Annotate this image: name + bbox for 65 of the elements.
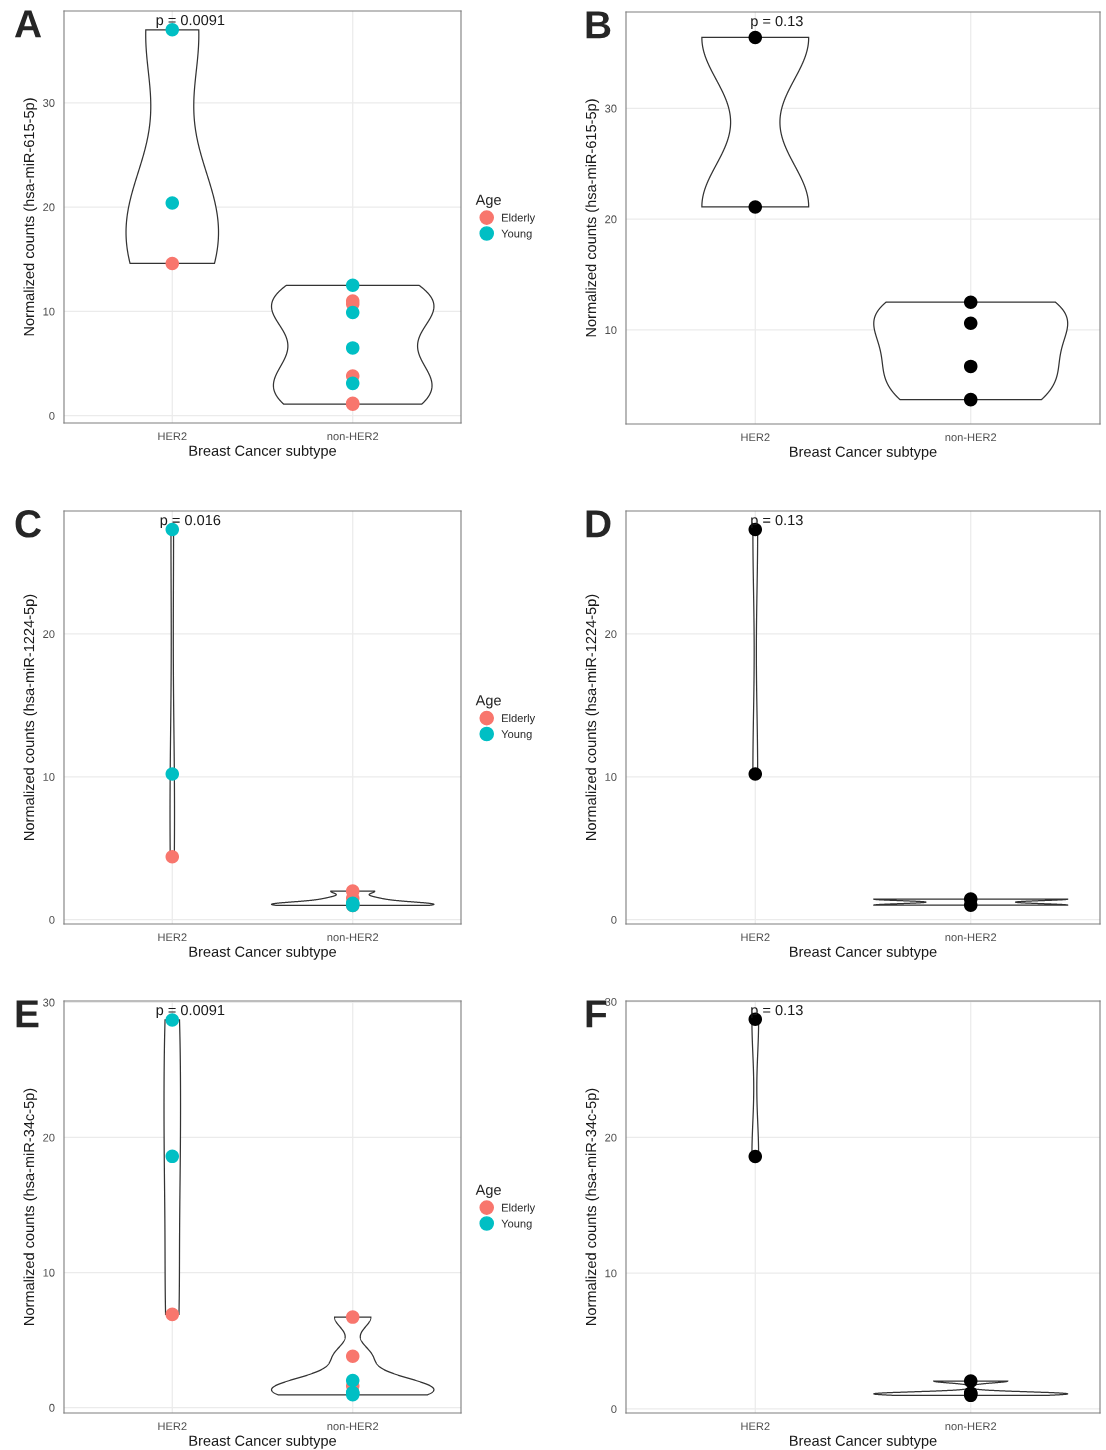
x-tick-label: non-HER2 (945, 433, 997, 442)
x-tick-label: non-HER2 (945, 1422, 997, 1431)
y-axis-title: Normalized counts (hsa-miR-615-5p) (23, 98, 38, 336)
x-tick-label: HER2 (158, 933, 187, 942)
legend-label: Elderly (502, 1203, 536, 1214)
x-tick-label: HER2 (158, 1422, 187, 1431)
chart-title: B (586, 11, 611, 39)
chart-title: E (16, 1000, 39, 1028)
legend-label: Elderly (502, 713, 536, 725)
y-tick-label: 20 (605, 1133, 617, 1142)
x-tick-label: HER2 (741, 1422, 770, 1431)
legend-title: Age (475, 1184, 501, 1198)
y-tick-label: 0 (611, 915, 617, 924)
annotation: p = 0.13 (751, 1004, 803, 1019)
y-tick-label: 0 (611, 1405, 617, 1414)
x-tick-label: HER2 (158, 432, 187, 441)
annotation: p = 0.13 (751, 15, 803, 30)
x-axis-title: Breast Cancer subtype (790, 446, 937, 460)
y-tick-label: 20 (43, 203, 55, 212)
y-tick-label: 30 (605, 104, 617, 113)
legend-title: Age (475, 695, 501, 709)
y-tick-label: 30 (605, 997, 617, 1006)
y-tick-label: 0 (49, 411, 55, 420)
legend-label: Young (501, 1219, 532, 1230)
x-tick-label: HER2 (741, 933, 770, 942)
y-axis-title: Normalized counts (hsa-miR-1224-5p) (585, 594, 600, 840)
y-tick-label: 20 (605, 630, 617, 639)
y-tick-label: 10 (605, 1269, 617, 1278)
x-tick-label: non-HER2 (327, 933, 379, 942)
chart-title: A (14, 10, 42, 38)
x-tick-label: non-HER2 (327, 432, 379, 441)
chart-title: F (586, 1000, 607, 1028)
x-axis-title: Breast Cancer subtype (189, 1435, 337, 1449)
y-tick-label: 20 (43, 630, 55, 639)
y-tick-label: 30 (43, 99, 55, 107)
y-tick-label: 20 (43, 1133, 55, 1142)
y-axis-title: Normalized counts (hsa-miR-34c-5p) (585, 1088, 600, 1325)
chart-title: C (15, 510, 42, 538)
y-axis-title: Normalized counts (hsa-miR-1224-5p) (23, 594, 38, 840)
y-axis-title: Normalized counts (hsa-miR-615-5p) (585, 99, 600, 337)
x-tick-label: HER2 (741, 433, 770, 442)
y-tick-label: 10 (43, 307, 55, 316)
y-tick-label: 20 (605, 215, 617, 224)
annotation: p = 0.0091 (156, 1004, 225, 1019)
x-tick-label: non-HER2 (327, 1422, 379, 1431)
x-axis-title: Breast Cancer subtype (189, 445, 337, 459)
x-axis-title: Breast Cancer subtype (189, 946, 337, 960)
chart-title: D (586, 510, 611, 538)
y-tick-label: 30 (43, 998, 55, 1007)
annotation: p = 0.016 (160, 514, 221, 529)
legend-title: Age (475, 194, 501, 208)
y-tick-label: 10 (43, 1268, 55, 1277)
y-tick-label: 0 (49, 915, 55, 924)
annotation: p = 0.0091 (156, 14, 225, 29)
x-axis-title: Breast Cancer subtype (790, 1435, 937, 1449)
y-axis-title: Normalized counts (hsa-miR-34c-5p) (23, 1088, 38, 1325)
x-axis-title: Breast Cancer subtype (790, 946, 937, 960)
legend-label: Young (501, 730, 532, 741)
x-tick-label: non-HER2 (945, 933, 997, 942)
y-tick-label: 10 (43, 773, 55, 781)
y-tick-label: 0 (49, 1403, 55, 1412)
legend-label: Elderly (502, 213, 536, 224)
y-tick-label: 10 (605, 326, 617, 334)
y-tick-label: 10 (605, 773, 617, 781)
legend-label: Young (501, 229, 532, 240)
